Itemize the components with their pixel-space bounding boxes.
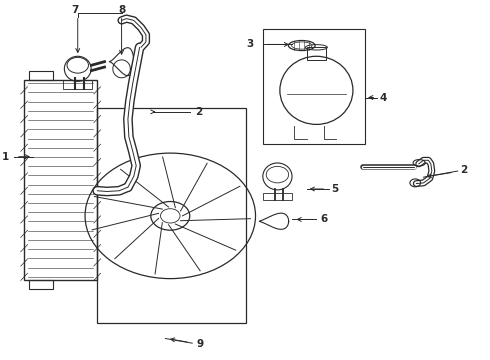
Text: 9: 9 [196, 339, 203, 349]
Text: 1: 1 [2, 152, 9, 162]
Text: 2: 2 [195, 107, 202, 117]
Bar [29, 280, 53, 289]
Bar [24, 80, 97, 280]
Text: 8: 8 [118, 5, 125, 15]
Bar [97, 108, 246, 323]
Text: 5: 5 [331, 184, 338, 194]
Text: 3: 3 [246, 40, 253, 49]
Text: 6: 6 [320, 215, 327, 224]
Bar [263, 193, 292, 200]
Text: 2: 2 [460, 165, 467, 175]
Bar [29, 71, 53, 80]
Bar [63, 80, 92, 89]
Text: 4: 4 [380, 93, 387, 103]
Bar [263, 30, 365, 144]
Text: 7: 7 [72, 5, 79, 15]
Bar [307, 47, 326, 60]
